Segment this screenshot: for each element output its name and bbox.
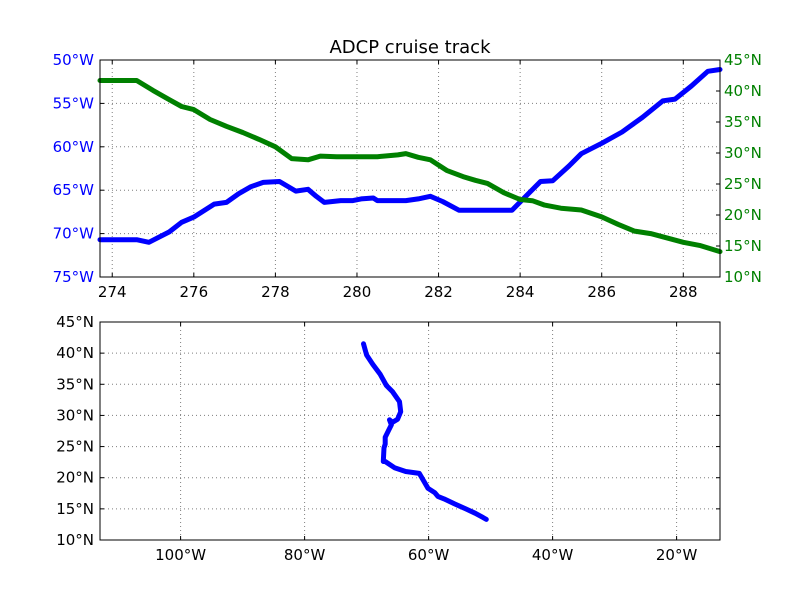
chart-title: ADCP cruise track bbox=[329, 37, 491, 58]
top-left-tick-label: 60°W bbox=[53, 138, 95, 156]
top-right-tick-label: 20°N bbox=[724, 206, 762, 224]
bottom-x-tick-label: 20°W bbox=[656, 546, 698, 564]
top-x-tick-label: 276 bbox=[179, 283, 208, 301]
bottom-x-tick-label: 80°W bbox=[284, 546, 326, 564]
top-left-tick-label: 70°W bbox=[53, 225, 95, 243]
top-right-tick-label: 45°N bbox=[724, 51, 762, 69]
cruise-track-line bbox=[361, 341, 489, 522]
bottom-y-tick-label: 25°N bbox=[56, 438, 94, 456]
bottom-x-tick-label: 60°W bbox=[408, 546, 450, 564]
top-x-tick-label: 288 bbox=[669, 283, 698, 301]
top-time-series-plot: 274 276 278 280 282 284 286 288 50°W 55°W 60°W 65°… bbox=[53, 51, 762, 301]
top-left-tick-label: 55°W bbox=[53, 94, 95, 112]
bottom-x-axis: 100°W 80°W 60°W 40°W 20°W bbox=[155, 322, 697, 564]
top-series-layer bbox=[97, 67, 723, 255]
top-right-tick-label: 15°N bbox=[724, 237, 762, 255]
bottom-series-layer bbox=[361, 341, 489, 522]
top-left-lon-axis: 50°W 55°W 60°W 65°W 70°W 75°W bbox=[53, 51, 104, 286]
bottom-y-tick-label: 30°N bbox=[56, 406, 94, 424]
bottom-x-tick-label: 100°W bbox=[155, 546, 206, 564]
top-x-axis: 274 276 278 280 282 284 286 288 bbox=[98, 60, 698, 301]
longitude-series-line bbox=[97, 67, 723, 245]
top-x-tick-label: 282 bbox=[424, 283, 453, 301]
top-x-tick-label: 284 bbox=[506, 283, 535, 301]
top-x-tick-label: 278 bbox=[261, 283, 290, 301]
top-right-tick-label: 40°N bbox=[724, 82, 762, 100]
top-x-tick-label: 274 bbox=[98, 283, 127, 301]
bottom-y-tick-label: 20°N bbox=[56, 469, 94, 487]
top-right-tick-label: 35°N bbox=[724, 113, 762, 131]
bottom-plot-frame bbox=[99, 321, 721, 541]
bottom-y-axis: 45°N 40°N 35°N 30°N 25°N 20°N 15°N 10°N bbox=[56, 313, 720, 549]
bottom-y-tick-label: 40°N bbox=[56, 344, 94, 362]
bottom-y-tick-label: 35°N bbox=[56, 375, 94, 393]
top-x-tick-label: 286 bbox=[587, 283, 616, 301]
bottom-x-tick-label: 40°W bbox=[532, 546, 574, 564]
top-plot-frame bbox=[99, 59, 721, 278]
bottom-y-tick-label: 10°N bbox=[56, 531, 94, 549]
bottom-y-tick-label: 45°N bbox=[56, 313, 94, 331]
top-left-tick-label: 65°W bbox=[53, 181, 95, 199]
top-right-tick-label: 25°N bbox=[724, 175, 762, 193]
top-right-tick-label: 10°N bbox=[724, 268, 762, 286]
top-x-tick-label: 280 bbox=[343, 283, 372, 301]
bottom-y-tick-label: 15°N bbox=[56, 500, 94, 518]
bottom-map-track-plot: 100°W 80°W 60°W 40°W 20°W 45°N 40°N 35°N 30°N 25… bbox=[56, 313, 721, 564]
top-left-tick-label: 50°W bbox=[53, 51, 95, 69]
latitude-series-line bbox=[97, 78, 723, 255]
top-left-tick-label: 75°W bbox=[53, 268, 95, 286]
top-right-lat-axis: 45°N 40°N 35°N 30°N 25°N 20°N 15°N 10°N bbox=[716, 51, 762, 286]
top-right-tick-label: 30°N bbox=[724, 144, 762, 162]
